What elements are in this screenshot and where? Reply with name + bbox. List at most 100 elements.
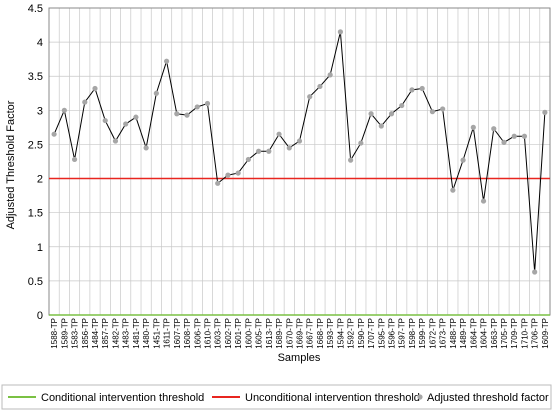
x-tick-label: 1607-TP [173,318,182,349]
y-tick-label: 2.5 [28,139,43,151]
x-tick-label: 1481-TP [132,318,141,349]
point [92,85,98,92]
point [460,157,466,163]
legend-box [1,384,552,410]
x-tick-label: 1706-TP [531,318,540,349]
y-tick-label: 3 [37,105,43,117]
point [348,157,354,163]
point [133,114,139,120]
x-tick-label: 1709-TP [510,318,519,349]
y-tick-label: 0 [37,310,43,322]
x-tick-label: 1594-TP [336,318,345,349]
x-tick-label: 1610-TP [203,318,212,349]
point [174,111,180,117]
x-tick-label: 1593-TP [326,318,335,349]
point [51,131,57,137]
plot-frame [48,7,551,316]
x-tick-label: 1707-TP [367,318,376,349]
x-tick-label: 1598-TP [408,318,417,349]
point [480,198,487,204]
y-tick-label: 1 [37,242,43,254]
x-tick-label: 1670-TP [285,318,294,349]
x-tick-label: 1583-TP [71,318,80,349]
x-tick-label: 1451-TP [152,318,161,349]
x-tick-label: 1596-TP [388,318,397,349]
x-tick-label: 1667-TP [306,318,315,349]
x-tick-label: 1856-TP [81,318,90,349]
point [399,102,405,109]
x-tick-label: 1599-TP [418,318,427,349]
x-tick-label: 1603-TP [214,318,223,349]
x-tick-label: 1601-TP [234,318,243,349]
x-tick-label: 1611-TP [163,318,172,348]
x-tick-label: 1606-TP [193,318,202,349]
point [61,107,67,113]
point [440,106,446,112]
point [123,121,129,127]
x-tick-label: 1705-TP [500,318,509,349]
legend-label: Unconditional intervention threshold [245,392,420,404]
point [184,112,190,118]
x-tick-label: 1588-TP [50,318,59,349]
legend-swatch [417,394,423,400]
point [450,187,456,193]
point [470,124,476,130]
point [153,90,159,96]
x-tick-label: 1608-TP [183,318,192,349]
point [511,133,517,139]
point [256,148,262,154]
x-tick-label: 1857-TP [101,318,110,349]
x-tick-label: 1489-TP [459,318,468,349]
point [286,145,292,151]
y-tick-label: 0.5 [28,276,43,288]
x-tick-label: 1595-TP [377,318,386,349]
point [542,109,548,115]
x-tick-label: 1672-TP [428,318,437,349]
point [245,156,251,163]
x-tick-label: 1673-TP [439,318,448,349]
x-tick-label: 1609-TP [541,318,550,349]
y-tick-label: 4 [37,37,43,49]
point [419,85,425,92]
x-tick-label: 1589-TP [60,318,69,349]
x-tick-label: 1689-TP [275,318,284,349]
point [296,138,303,144]
point [409,87,415,93]
x-tick-label: 1710-TP [520,318,529,349]
point [204,100,211,107]
x-tick-label: 1597-TP [398,318,407,349]
point [501,139,507,145]
x-tick-label: 1602-TP [224,318,233,349]
point [327,72,333,78]
x-tick-label: 1663-TP [490,318,499,349]
x-tick-label: 1613-TP [265,318,274,349]
point [521,133,528,139]
x-axis-label: Samples [278,352,321,364]
x-tick-label: 1590-TP [357,318,366,349]
point [266,148,272,154]
point [276,131,282,137]
y-tick-label: 3.5 [28,71,43,83]
point [143,145,149,151]
point [82,99,88,105]
point [112,138,119,144]
x-tick-label: 1600-TP [244,318,253,349]
x-tick-label: 1483-TP [122,318,131,349]
point [163,58,170,64]
y-tick-label: 4.5 [28,3,43,15]
point [194,104,200,110]
x-tick-label: 1482-TP [111,318,120,349]
legend-label: Adjusted threshold factor [427,392,549,404]
point [225,172,231,178]
point [71,156,78,163]
point [307,94,313,100]
point [235,170,241,176]
series-line [53,31,546,273]
point [388,111,395,117]
point [368,111,374,117]
x-tick-label: 1592-TP [347,318,356,349]
x-tick-label: 1488-TP [449,318,458,349]
x-tick-label: 1480-TP [142,318,151,349]
x-tick-label: 1605-TP [255,318,264,349]
